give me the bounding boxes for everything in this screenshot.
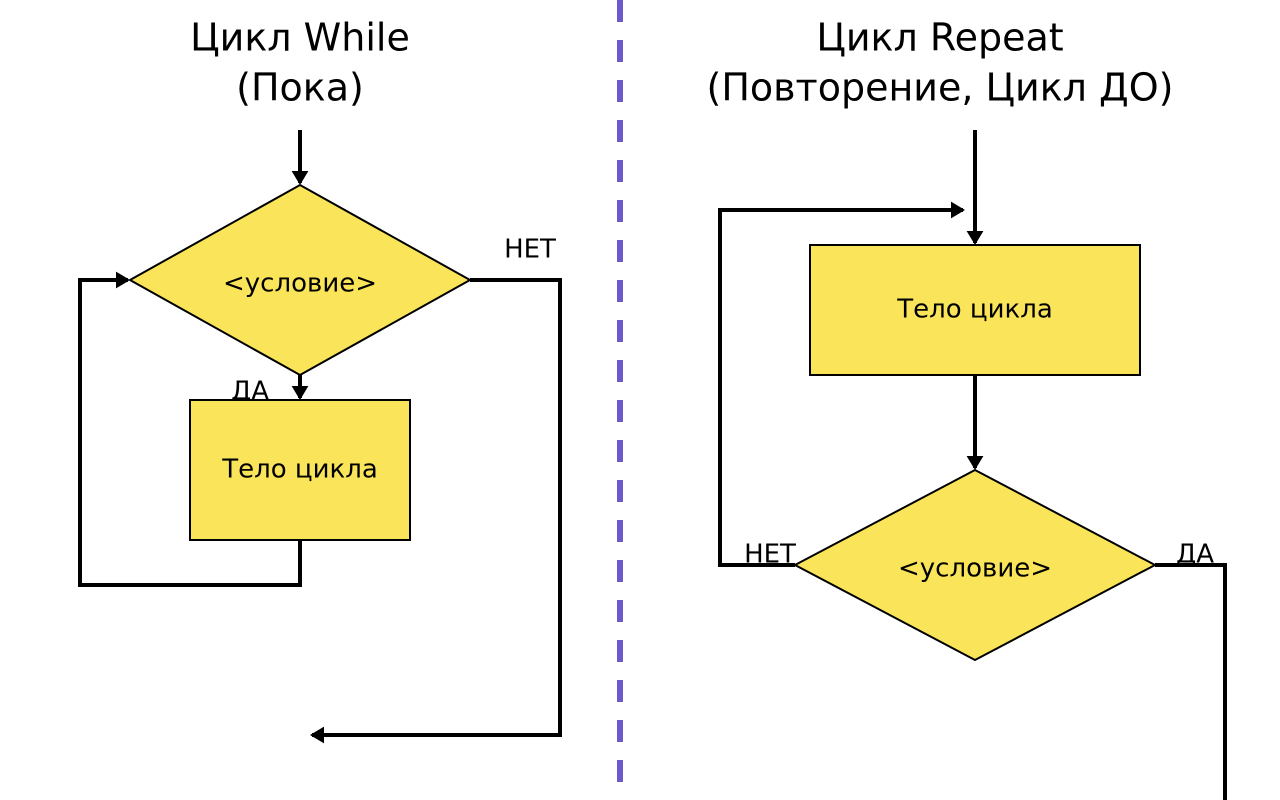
left-condition-label: <условие> xyxy=(223,269,377,299)
arrowhead xyxy=(292,386,309,400)
right-title-line1: Цикл Repeat xyxy=(816,16,1063,60)
arrowhead xyxy=(116,272,130,289)
arrowhead xyxy=(951,202,965,219)
right-yes-label: ДА xyxy=(1176,540,1214,570)
right-body-label: Тело цикла xyxy=(896,295,1053,325)
left-body-label: Тело цикла xyxy=(221,455,378,485)
connector xyxy=(1155,565,1225,800)
arrowhead xyxy=(967,456,984,470)
right-condition-label: <условие> xyxy=(898,554,1052,584)
arrowhead xyxy=(292,171,309,185)
arrowhead xyxy=(310,727,324,744)
left-title-line2: (Пока) xyxy=(236,66,364,110)
right-title-line2: (Повторение, Цикл ДО) xyxy=(707,66,1174,110)
arrowhead xyxy=(967,231,984,245)
left-no-label: НЕТ xyxy=(504,235,556,265)
left-title-line1: Цикл While xyxy=(190,16,410,60)
right-no-label: НЕТ xyxy=(744,540,796,570)
